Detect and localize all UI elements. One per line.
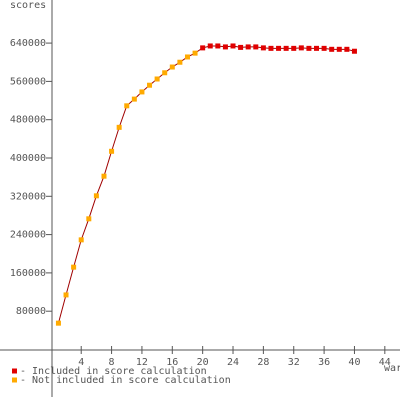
point: [131, 96, 137, 102]
point: [147, 82, 153, 88]
point: [298, 45, 304, 51]
point: [55, 320, 61, 326]
point: [222, 44, 228, 50]
point: [192, 50, 198, 56]
x-tick-label: 24: [227, 357, 239, 368]
point: [314, 45, 320, 51]
point: [336, 46, 342, 52]
x-tick-label: 20: [197, 357, 209, 368]
point: [253, 44, 259, 50]
x-tick-label: 4: [78, 357, 84, 368]
point: [177, 59, 183, 65]
point: [245, 44, 251, 50]
point: [230, 43, 236, 49]
point: [124, 103, 130, 109]
x-tick-label: 16: [166, 357, 178, 368]
x-tick-label: 44: [379, 357, 391, 368]
y-tick-label: 240000: [10, 230, 46, 241]
point: [260, 45, 266, 51]
point: [116, 124, 122, 130]
x-tick-label: 8: [109, 357, 115, 368]
y-tick-label: 320000: [10, 191, 46, 202]
point: [207, 43, 213, 49]
point: [63, 292, 69, 298]
x-tick-label: 36: [318, 357, 330, 368]
y-tick-label: 400000: [10, 153, 46, 164]
point: [321, 45, 327, 51]
point: [268, 45, 274, 51]
point: [184, 54, 190, 60]
legend-swatch: [12, 368, 17, 374]
point: [109, 148, 115, 154]
x-tick-label: 12: [136, 357, 148, 368]
point: [351, 48, 357, 54]
x-tick-label: 32: [288, 357, 300, 368]
point: [86, 216, 92, 222]
x-axis-label: war: [384, 363, 400, 374]
point: [93, 193, 99, 199]
y-axis-label: scores: [10, 0, 46, 11]
point: [139, 89, 145, 95]
point: [101, 173, 107, 179]
y-tick-label: 160000: [10, 268, 46, 279]
legend-label: - Included in score calculation: [20, 366, 207, 377]
legend-swatch: [12, 377, 17, 383]
x-tick-label: 28: [257, 357, 269, 368]
point: [78, 237, 84, 243]
legend-label: - Not included in score calculation: [20, 375, 231, 386]
point: [162, 70, 168, 76]
x-tick-label: 40: [348, 357, 360, 368]
point: [200, 45, 206, 51]
point: [283, 45, 289, 51]
point: [71, 264, 77, 270]
point: [291, 45, 297, 51]
y-tick-label: 560000: [10, 76, 46, 87]
y-tick-label: 480000: [10, 115, 46, 126]
point: [238, 44, 244, 50]
series-line: [57, 52, 196, 324]
point: [154, 76, 160, 82]
point: [215, 43, 221, 49]
y-tick-label: 640000: [10, 38, 46, 49]
point: [276, 45, 282, 51]
point: [306, 45, 312, 51]
point: [329, 46, 335, 52]
point: [344, 46, 350, 52]
point: [169, 64, 175, 70]
y-tick-label: 80000: [16, 306, 46, 317]
